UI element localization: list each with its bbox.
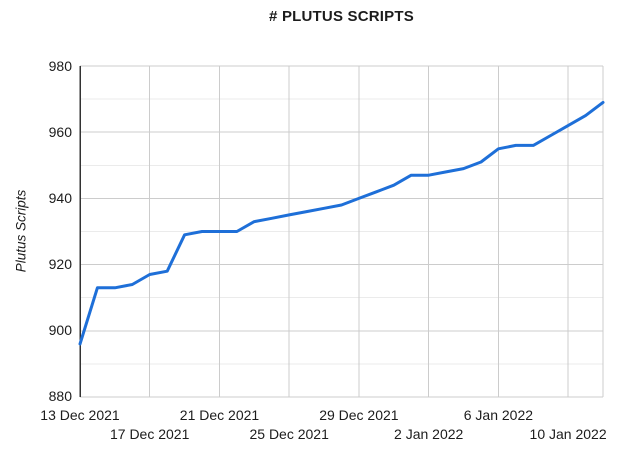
x-tick-label: 13 Dec 2021 [40, 407, 120, 423]
y-tick-label: 920 [48, 256, 72, 272]
x-tick-label: 25 Dec 2021 [249, 426, 329, 442]
x-tick-label: 21 Dec 2021 [179, 407, 260, 423]
x-tick-label: 2 Jan 2022 [394, 426, 464, 442]
chart-title: # PLUTUS SCRIPTS [269, 8, 414, 25]
y-tick-label: 900 [48, 322, 72, 338]
y-tick-label: 880 [48, 388, 72, 404]
y-tick-label: 940 [48, 190, 72, 206]
x-tick-label: 17 Dec 2021 [109, 426, 190, 442]
x-tick-label: 6 Jan 2022 [463, 407, 534, 423]
y-tick-label: 980 [48, 58, 72, 74]
x-tick-label: 29 Dec 2021 [319, 407, 399, 423]
x-tick-label: 10 Jan 2022 [529, 426, 607, 442]
y-tick-label: 960 [48, 124, 72, 140]
series-line [78, 100, 605, 346]
